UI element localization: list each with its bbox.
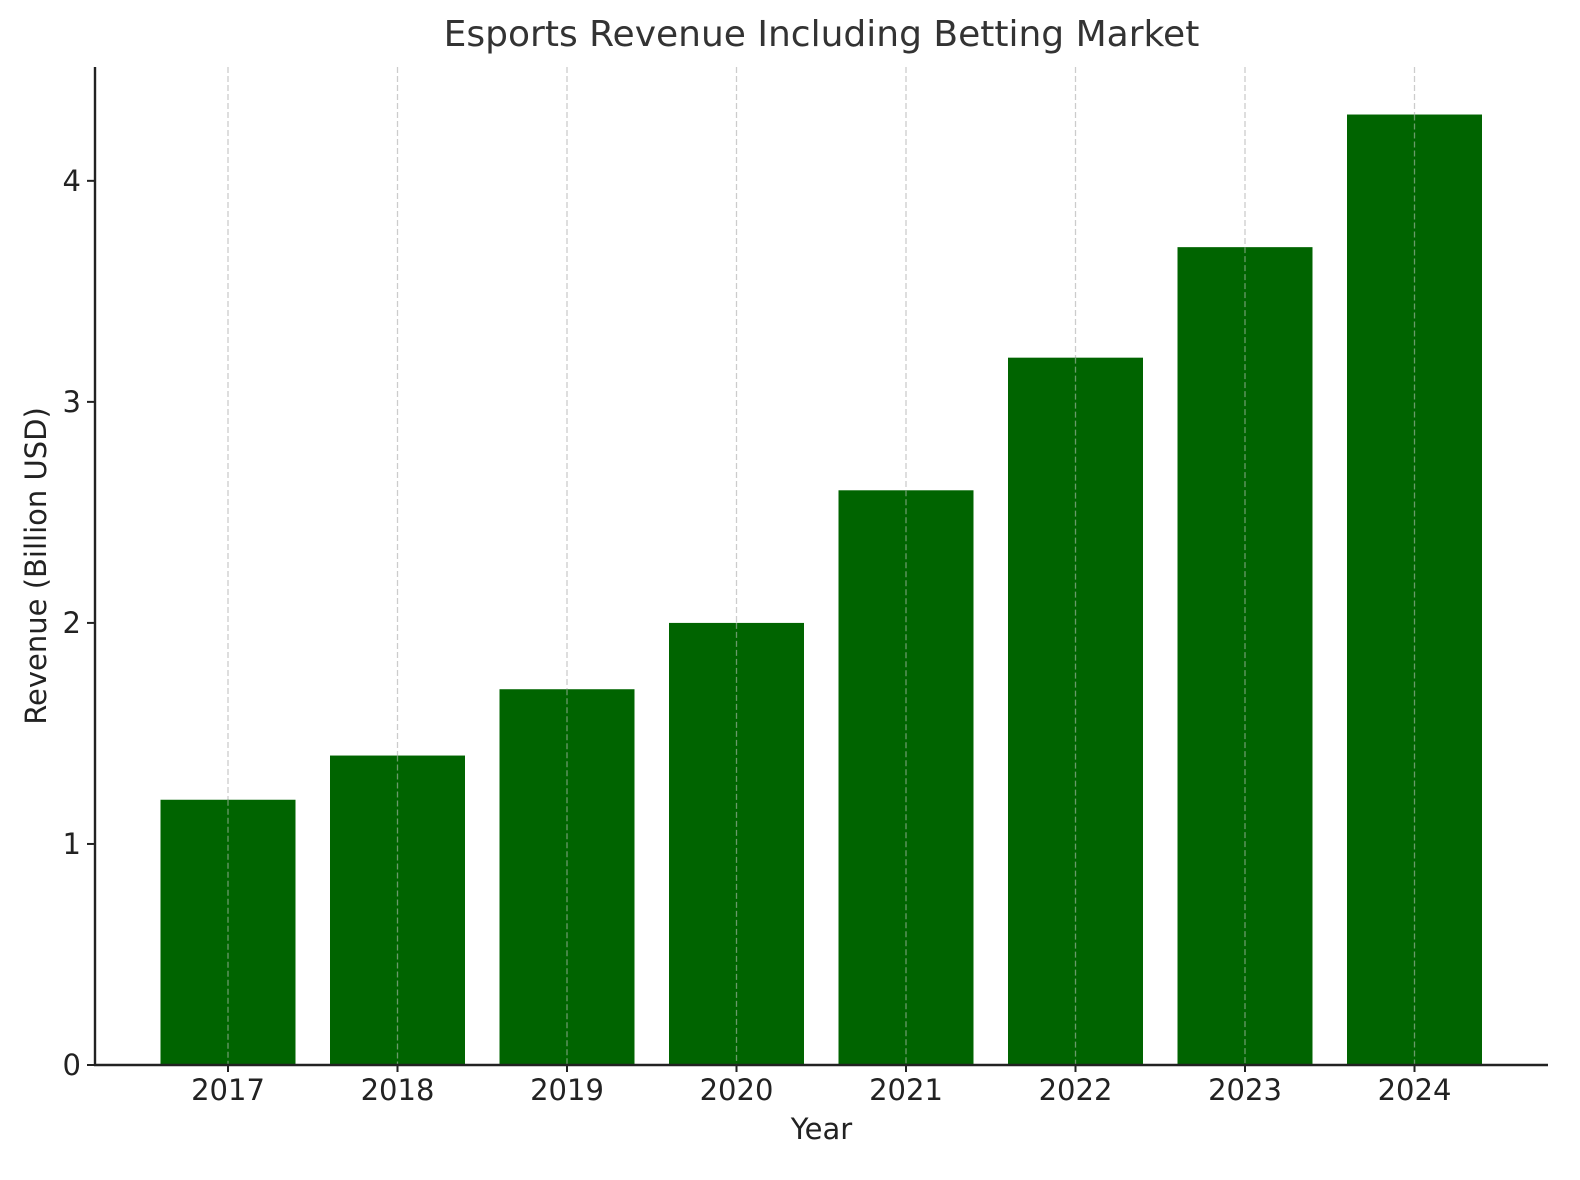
x-tick-label: 2020 (700, 1073, 774, 1107)
y-tick-label: 2 (63, 606, 81, 640)
x-gridlines-overlay (227, 114, 1416, 1065)
y-axis-ticks: 0 1 2 3 4 (63, 164, 95, 1082)
x-axis-label: Year (790, 1112, 853, 1146)
y-axis-label: Revenue (Billion USD) (19, 407, 53, 725)
x-tick-label: 2024 (1378, 1073, 1452, 1107)
x-tick-label: 2022 (1039, 1073, 1113, 1107)
y-tick-label: 1 (63, 827, 81, 861)
axes (93, 67, 1548, 1067)
x-tick-label: 2019 (530, 1073, 604, 1107)
bar-2019 (499, 689, 635, 1065)
y-tick-label: 4 (63, 164, 81, 198)
y-tick-label: 3 (63, 385, 81, 419)
x-tick-label: 2018 (361, 1073, 435, 1107)
x-tick-label: 2017 (191, 1073, 265, 1107)
x-tick-label: 2023 (1208, 1073, 1282, 1107)
x-axis-ticks: 2017 2018 2019 2020 2021 2022 2023 2024 (191, 1065, 1451, 1107)
bar-2024 (1347, 114, 1482, 1066)
y-tick-label: 0 (63, 1048, 81, 1082)
chart-title: Esports Revenue Including Betting Market (443, 14, 1200, 55)
x-tick-label: 2021 (869, 1073, 943, 1107)
bars (160, 114, 1482, 1066)
